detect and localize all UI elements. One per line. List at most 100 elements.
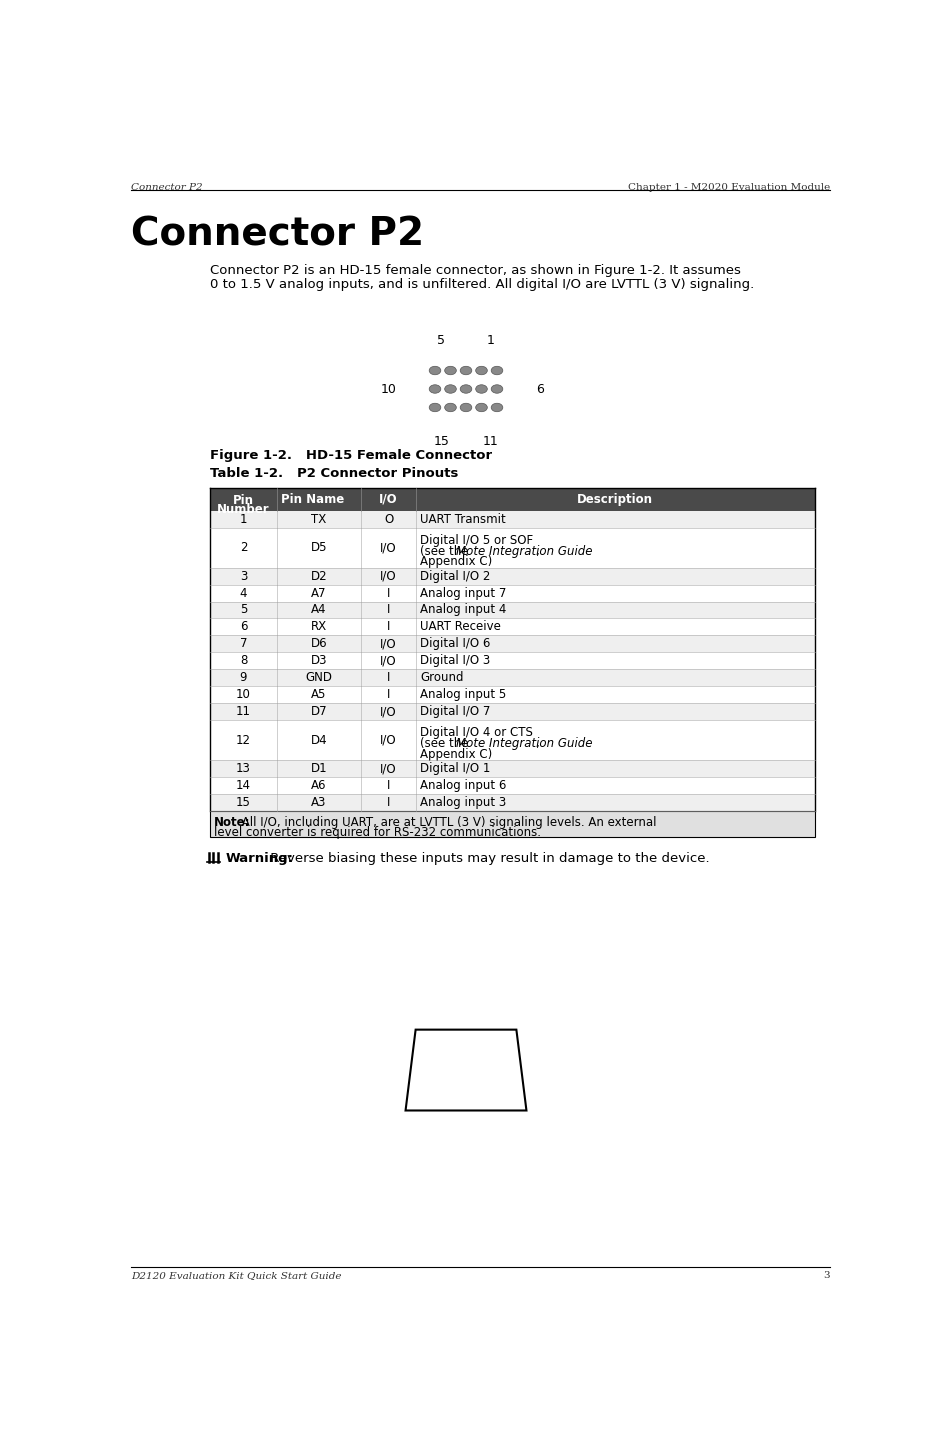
FancyBboxPatch shape	[210, 585, 815, 601]
Text: Digital I/O 4 or CTS: Digital I/O 4 or CTS	[420, 727, 534, 740]
Text: Digital I/O 2: Digital I/O 2	[420, 569, 491, 582]
Text: Analog input 3: Analog input 3	[420, 796, 507, 809]
Ellipse shape	[445, 366, 456, 374]
Text: I/O: I/O	[380, 705, 397, 718]
Text: Digital I/O 3: Digital I/O 3	[420, 655, 491, 668]
Text: Digital I/O 1: Digital I/O 1	[420, 762, 491, 775]
Ellipse shape	[445, 384, 456, 393]
Ellipse shape	[476, 384, 488, 393]
Text: 15: 15	[433, 435, 449, 448]
Text: I: I	[386, 779, 390, 792]
Text: (see the: (see the	[420, 737, 473, 750]
Text: Digital I/O 5 or SOF: Digital I/O 5 or SOF	[420, 533, 534, 546]
Ellipse shape	[476, 403, 488, 412]
FancyBboxPatch shape	[210, 601, 815, 618]
Text: A6: A6	[311, 779, 326, 792]
Text: ,: ,	[535, 545, 538, 558]
Text: Mote Integration Guide: Mote Integration Guide	[456, 545, 592, 558]
FancyBboxPatch shape	[210, 760, 815, 777]
FancyBboxPatch shape	[210, 811, 815, 837]
Text: Mote Integration Guide: Mote Integration Guide	[456, 737, 592, 750]
Text: I/O: I/O	[380, 569, 397, 582]
Text: D4: D4	[310, 734, 327, 747]
FancyBboxPatch shape	[210, 669, 815, 686]
FancyBboxPatch shape	[210, 568, 815, 585]
Text: Connector P2: Connector P2	[131, 215, 424, 254]
Text: Analog input 7: Analog input 7	[420, 587, 507, 600]
Text: Note:: Note:	[214, 816, 250, 829]
FancyBboxPatch shape	[210, 793, 815, 811]
Text: D6: D6	[310, 637, 327, 650]
Text: Reverse biasing these inputs may result in damage to the device.: Reverse biasing these inputs may result …	[266, 853, 710, 866]
FancyBboxPatch shape	[210, 636, 815, 652]
Text: D7: D7	[310, 705, 327, 718]
Text: I: I	[386, 604, 390, 617]
Text: Pin Name: Pin Name	[281, 493, 344, 506]
FancyBboxPatch shape	[210, 527, 815, 568]
Ellipse shape	[476, 366, 488, 374]
Ellipse shape	[430, 384, 441, 393]
Text: Appendix C): Appendix C)	[420, 555, 492, 568]
Text: Number: Number	[218, 503, 270, 516]
Ellipse shape	[430, 366, 441, 374]
Text: All I/O, including UART, are at LVTTL (3 V) signaling levels. An external: All I/O, including UART, are at LVTTL (3…	[238, 816, 657, 829]
Text: Connector P2 is an HD-15 female connector, as shown in Figure 1-2. It assumes: Connector P2 is an HD-15 female connecto…	[210, 264, 741, 277]
Text: D2120 Evaluation Kit Quick Start Guide: D2120 Evaluation Kit Quick Start Guide	[131, 1270, 341, 1280]
FancyBboxPatch shape	[210, 686, 815, 704]
Text: 11: 11	[483, 435, 499, 448]
Text: 5: 5	[240, 604, 248, 617]
Text: I: I	[386, 672, 390, 685]
Text: Ground: Ground	[420, 672, 464, 685]
Text: GND: GND	[306, 672, 333, 685]
Text: TX: TX	[311, 513, 326, 526]
Text: 3: 3	[824, 1270, 830, 1280]
Text: 11: 11	[236, 705, 251, 718]
Text: Analog input 4: Analog input 4	[420, 604, 507, 617]
Text: A4: A4	[311, 604, 326, 617]
Text: D2: D2	[310, 569, 327, 582]
Ellipse shape	[492, 366, 503, 374]
Text: 2: 2	[240, 540, 248, 553]
Text: 1: 1	[487, 334, 494, 347]
Text: Warning:: Warning:	[226, 853, 294, 866]
Text: A5: A5	[311, 688, 326, 701]
Text: Digital I/O 7: Digital I/O 7	[420, 705, 491, 718]
FancyBboxPatch shape	[210, 510, 815, 527]
Text: 3: 3	[240, 569, 248, 582]
Text: Table 1-2.   P2 Connector Pinouts: Table 1-2. P2 Connector Pinouts	[210, 467, 459, 480]
Text: (see the: (see the	[420, 545, 473, 558]
Text: Pin: Pin	[233, 494, 254, 507]
Text: 5: 5	[437, 334, 446, 347]
Text: 4: 4	[240, 587, 248, 600]
Text: 15: 15	[236, 796, 251, 809]
Text: Appendix C): Appendix C)	[420, 749, 492, 762]
Text: I/O: I/O	[380, 734, 397, 747]
Text: I/O: I/O	[380, 540, 397, 553]
Ellipse shape	[430, 403, 441, 412]
Text: Chapter 1 - M2020 Evaluation Module: Chapter 1 - M2020 Evaluation Module	[628, 182, 830, 192]
Text: 6: 6	[240, 620, 248, 633]
Text: Analog input 5: Analog input 5	[420, 688, 507, 701]
Ellipse shape	[461, 384, 472, 393]
Text: I/O: I/O	[380, 637, 397, 650]
Text: Connector P2: Connector P2	[131, 182, 203, 192]
Text: Figure 1-2.   HD-15 Female Connector: Figure 1-2. HD-15 Female Connector	[210, 449, 492, 462]
Text: D1: D1	[310, 762, 327, 775]
Text: I/O: I/O	[380, 655, 397, 668]
Text: Digital I/O 6: Digital I/O 6	[420, 637, 491, 650]
Ellipse shape	[492, 384, 503, 393]
Text: 1: 1	[240, 513, 248, 526]
FancyBboxPatch shape	[210, 652, 815, 669]
FancyBboxPatch shape	[210, 777, 815, 793]
Text: 8: 8	[240, 655, 248, 668]
Text: UART Transmit: UART Transmit	[420, 513, 507, 526]
Polygon shape	[405, 1030, 526, 1111]
Text: I/O: I/O	[379, 493, 398, 506]
Text: 13: 13	[236, 762, 251, 775]
FancyBboxPatch shape	[210, 720, 815, 760]
Text: Analog input 6: Analog input 6	[420, 779, 507, 792]
Text: 6: 6	[536, 383, 544, 396]
Ellipse shape	[492, 403, 503, 412]
Text: UART Receive: UART Receive	[420, 620, 501, 633]
Text: 12: 12	[236, 734, 251, 747]
